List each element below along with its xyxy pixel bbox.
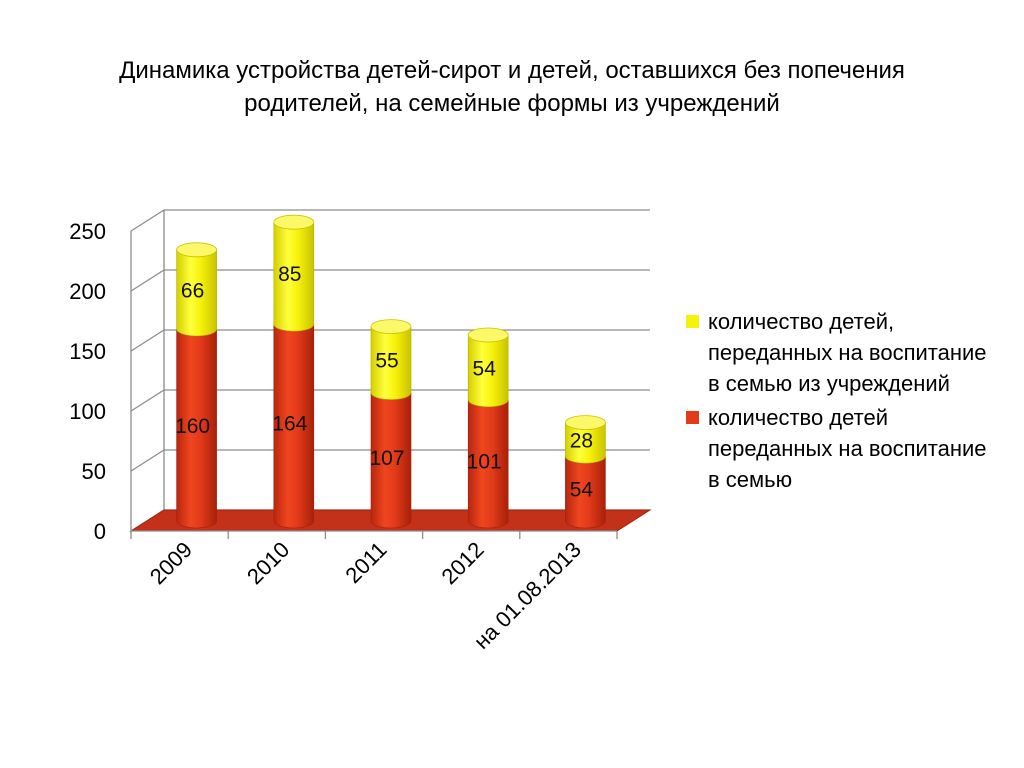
- data-label-bottom: 160: [175, 415, 210, 438]
- data-label-bottom: 107: [369, 447, 404, 470]
- bar-cap-2012: [467, 327, 509, 343]
- bar-cap-на 01.08.2013: [565, 415, 606, 431]
- chart-title-line-2: родителей, на семейные формы из учрежден…: [244, 90, 780, 117]
- legend-item-bottom-series: количество детей переданных на воспитани…: [686, 402, 1006, 495]
- gridline-side-50: [130, 449, 165, 472]
- x-tick-label: 2012: [436, 537, 488, 589]
- data-label-bottom: 164: [272, 413, 307, 436]
- y-tick-label: 150: [69, 339, 106, 364]
- x-tick-label: 2009: [145, 537, 197, 589]
- y-tick-label: 100: [69, 399, 106, 424]
- data-label-top: 28: [570, 429, 593, 452]
- y-tick-label: 0: [94, 519, 106, 544]
- x-tick-label: 2010: [242, 537, 294, 589]
- gridline-side-200: [130, 269, 165, 292]
- y-tick-label: 200: [69, 279, 106, 304]
- data-label-top: 85: [278, 263, 301, 286]
- legend-item-top-series: количество детей, переданных на воспитан…: [686, 306, 1006, 399]
- data-label-bottom: 54: [570, 479, 594, 502]
- gridline-side-100: [130, 389, 165, 412]
- bar-cap-2009: [176, 242, 218, 258]
- legend-label-top-series: количество детей, переданных на воспитан…: [708, 309, 987, 396]
- gridline-side-150: [130, 329, 165, 352]
- data-label-top: 54: [473, 357, 497, 380]
- legend-swatch-bottom-series: [686, 411, 699, 424]
- y-tick-label: 250: [69, 219, 106, 244]
- bar-cap-2011: [370, 319, 412, 335]
- legend-swatch-top-series: [686, 315, 699, 328]
- legend-label-bottom-series: количество детей переданных на воспитани…: [708, 405, 987, 492]
- chart-title: Динамика устройства детей-сирот и детей,…: [60, 54, 964, 120]
- y-tick-label: 50: [82, 459, 106, 484]
- chart-legend: количество детей, переданных на воспитан…: [686, 306, 1006, 498]
- data-label-bottom: 101: [467, 450, 502, 473]
- chart-title-line-1: Динамика устройства детей-сирот и детей,…: [119, 57, 905, 84]
- bar-cap-2010: [273, 214, 315, 230]
- x-tick-label: 2011: [340, 537, 391, 588]
- gridline-side-250: [130, 209, 165, 232]
- data-label-top: 55: [375, 350, 398, 373]
- data-label-top: 66: [181, 279, 204, 302]
